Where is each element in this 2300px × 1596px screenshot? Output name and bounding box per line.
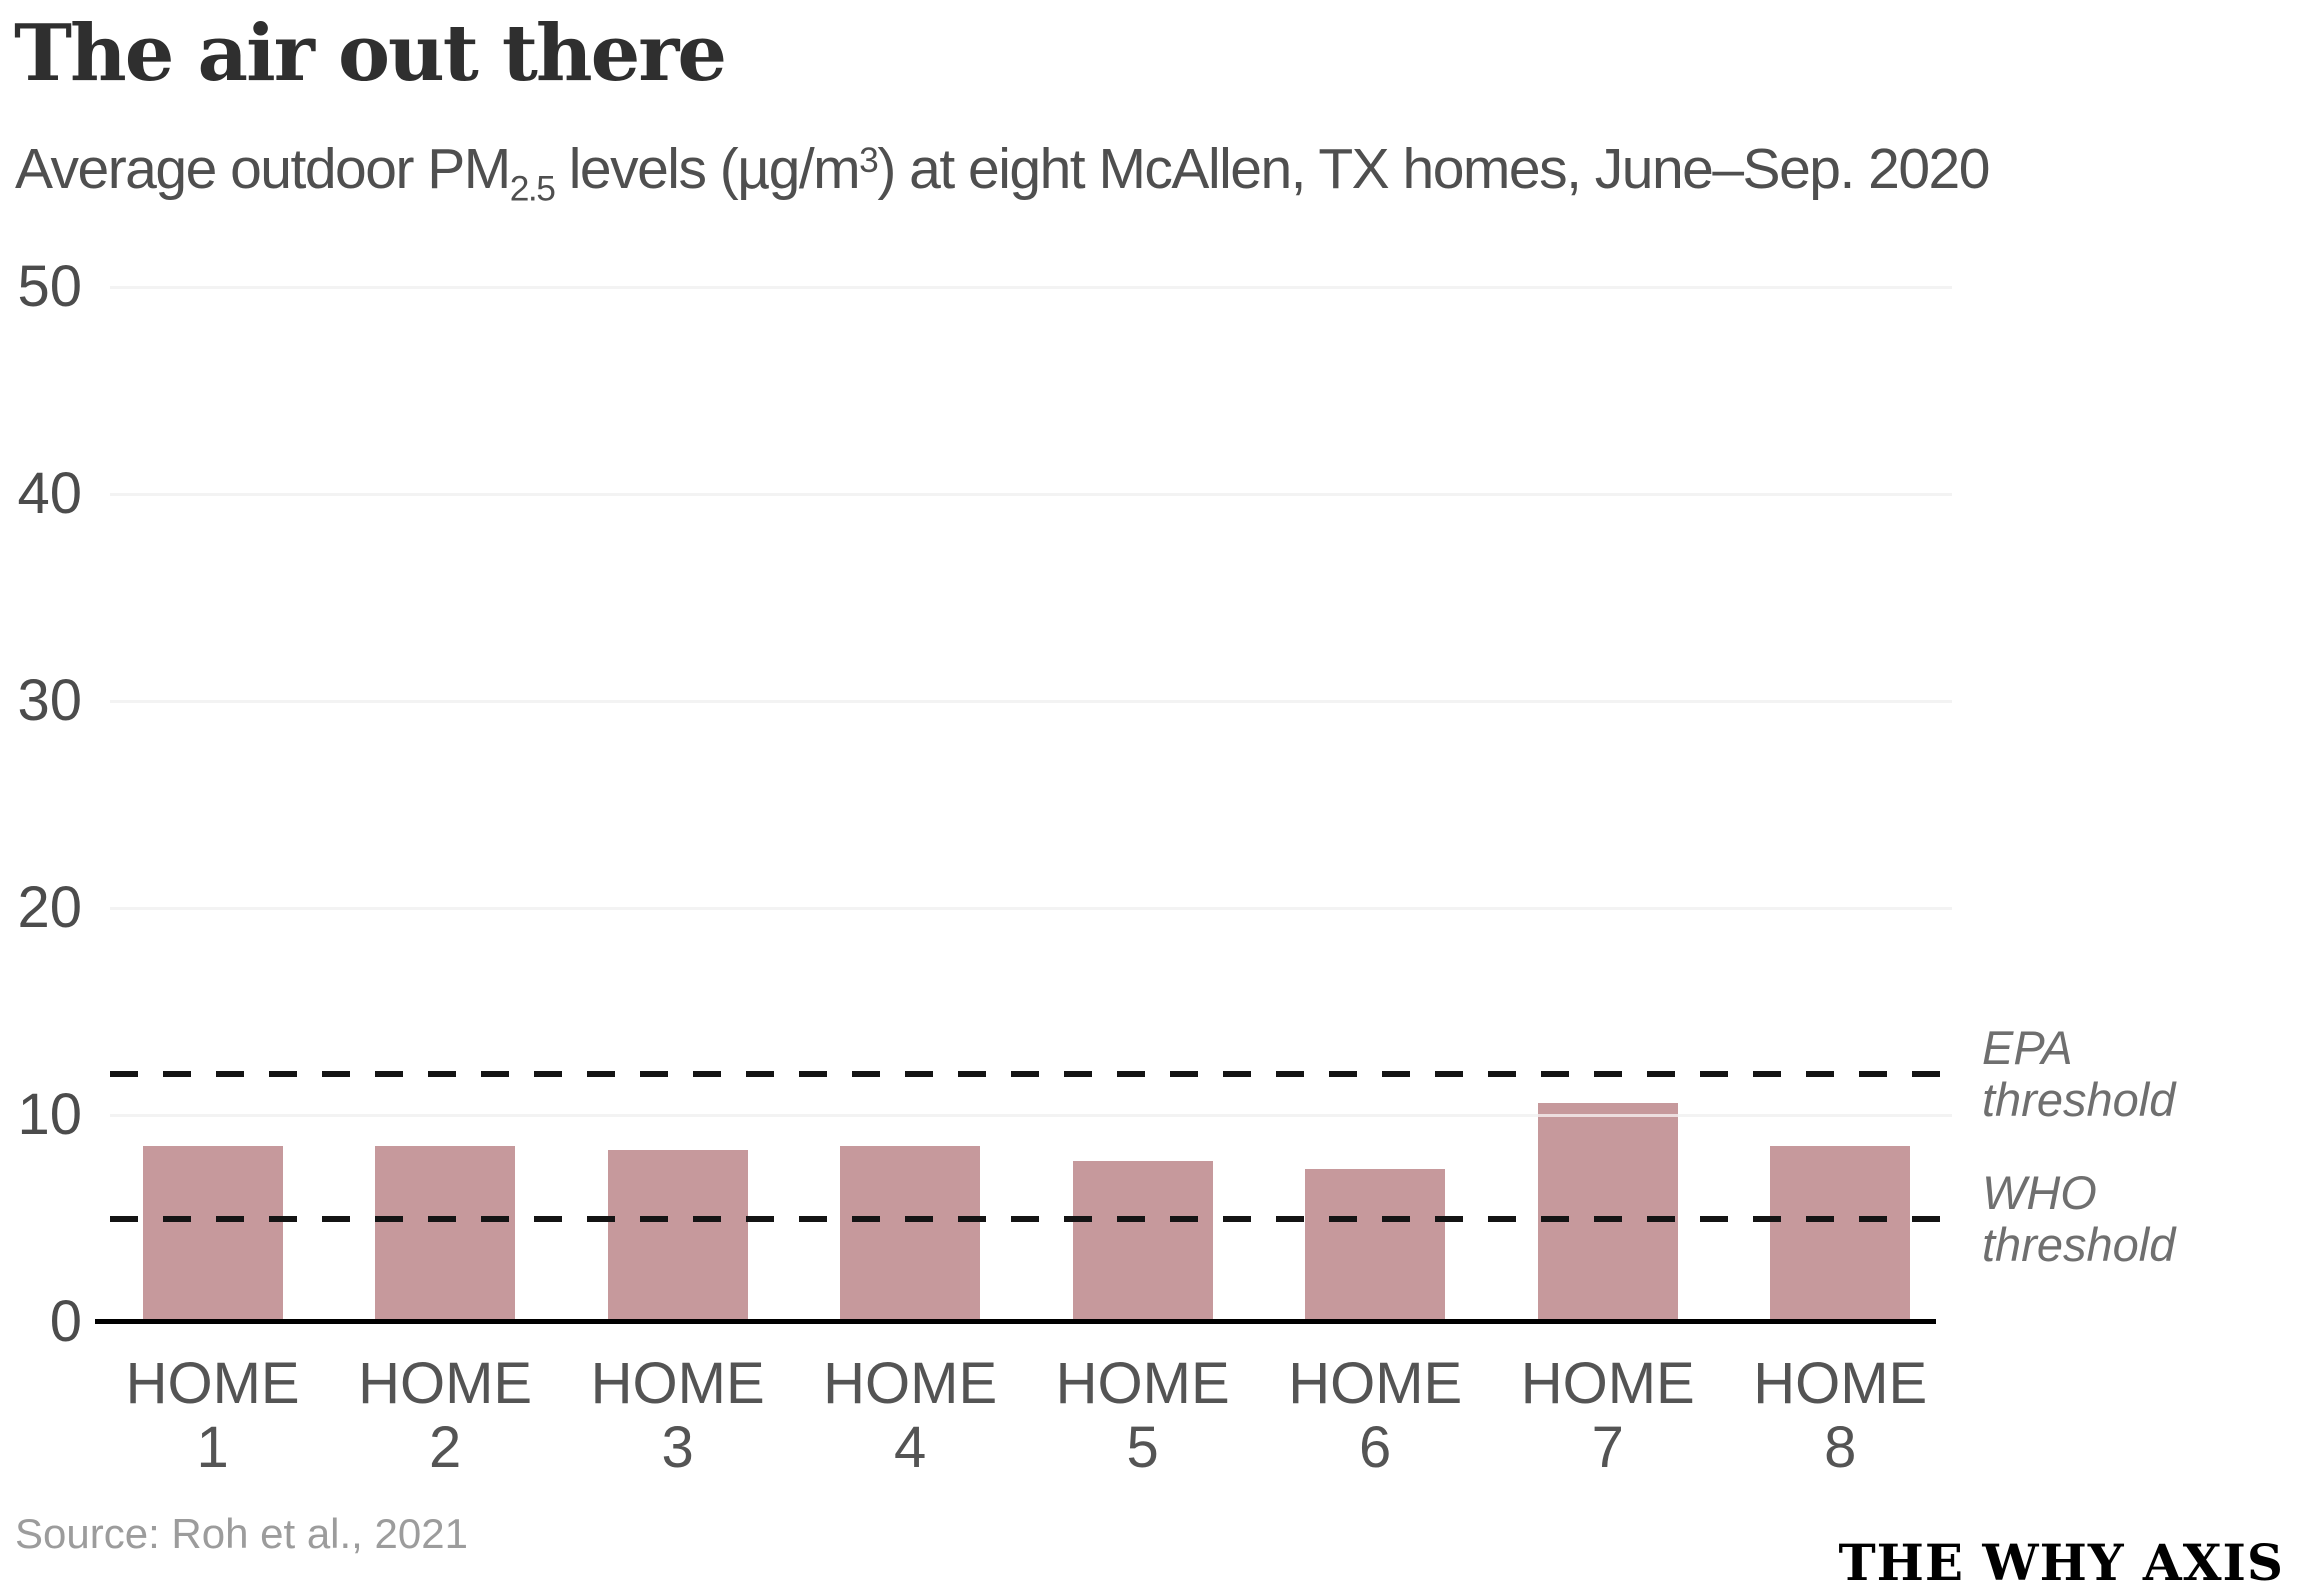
- bar-home-3: [607, 1150, 748, 1322]
- gridline-overlay-40: [110, 492, 1952, 496]
- epa-threshold-line: [110, 1070, 1952, 1077]
- x-tick-label-4: HOME 4: [823, 1351, 998, 1480]
- subtitle-pre: Average outdoor PM: [15, 136, 511, 201]
- subtitle-superscript: 3: [859, 141, 879, 180]
- subtitle-post: ) at eight McAllen, TX homes, June–Sep. …: [877, 136, 1990, 201]
- y-tick-label-30: 30: [17, 668, 82, 733]
- brand-logo: THE WHY AXIS: [1838, 1533, 2284, 1592]
- bar-home-8: [1770, 1146, 1911, 1322]
- x-tick-label-5: HOME 5: [1055, 1351, 1230, 1480]
- subtitle-subscript: 2.5: [509, 169, 556, 209]
- y-tick-label-10: 10: [17, 1082, 82, 1147]
- bar-home-4: [840, 1146, 981, 1322]
- y-tick-label-20: 20: [17, 875, 82, 940]
- who-threshold-line: [110, 1215, 1952, 1222]
- bar-home-6: [1305, 1168, 1446, 1322]
- y-tick-label-40: 40: [17, 461, 82, 526]
- x-tick-label-1: HOME 1: [125, 1351, 300, 1480]
- x-tick-label-7: HOME 7: [1520, 1351, 1695, 1480]
- x-tick-label-3: HOME 3: [590, 1351, 765, 1480]
- x-axis-line: [95, 1319, 1936, 1324]
- source-note: Source: Roh et al., 2021: [15, 1510, 468, 1557]
- y-tick-label-0: 0: [49, 1289, 82, 1354]
- y-tick-label-50: 50: [17, 254, 82, 319]
- x-tick-label-2: HOME 2: [358, 1351, 533, 1480]
- gridline-overlay-10: [110, 1113, 1952, 1117]
- bar-home-7: [1537, 1102, 1678, 1322]
- gridline-overlay-50: [110, 285, 1952, 289]
- x-tick-label-8: HOME 8: [1753, 1351, 1928, 1480]
- epa-threshold-label: EPA threshold: [1982, 1020, 2176, 1126]
- chart-title: The air out there: [14, 8, 727, 99]
- x-tick-label-6: HOME 6: [1288, 1351, 1463, 1480]
- chart-subtitle: Average outdoor PM2.5 levels (µg/m3) at …: [15, 128, 1990, 222]
- bar-home-1: [142, 1146, 283, 1322]
- gridline-overlay-30: [110, 699, 1952, 703]
- who-threshold-label: WHO threshold: [1982, 1165, 2176, 1271]
- bar-home-2: [375, 1146, 516, 1322]
- subtitle-mid: levels (µg/m: [554, 136, 861, 201]
- bar-home-5: [1072, 1160, 1213, 1322]
- gridline-overlay-20: [110, 906, 1952, 910]
